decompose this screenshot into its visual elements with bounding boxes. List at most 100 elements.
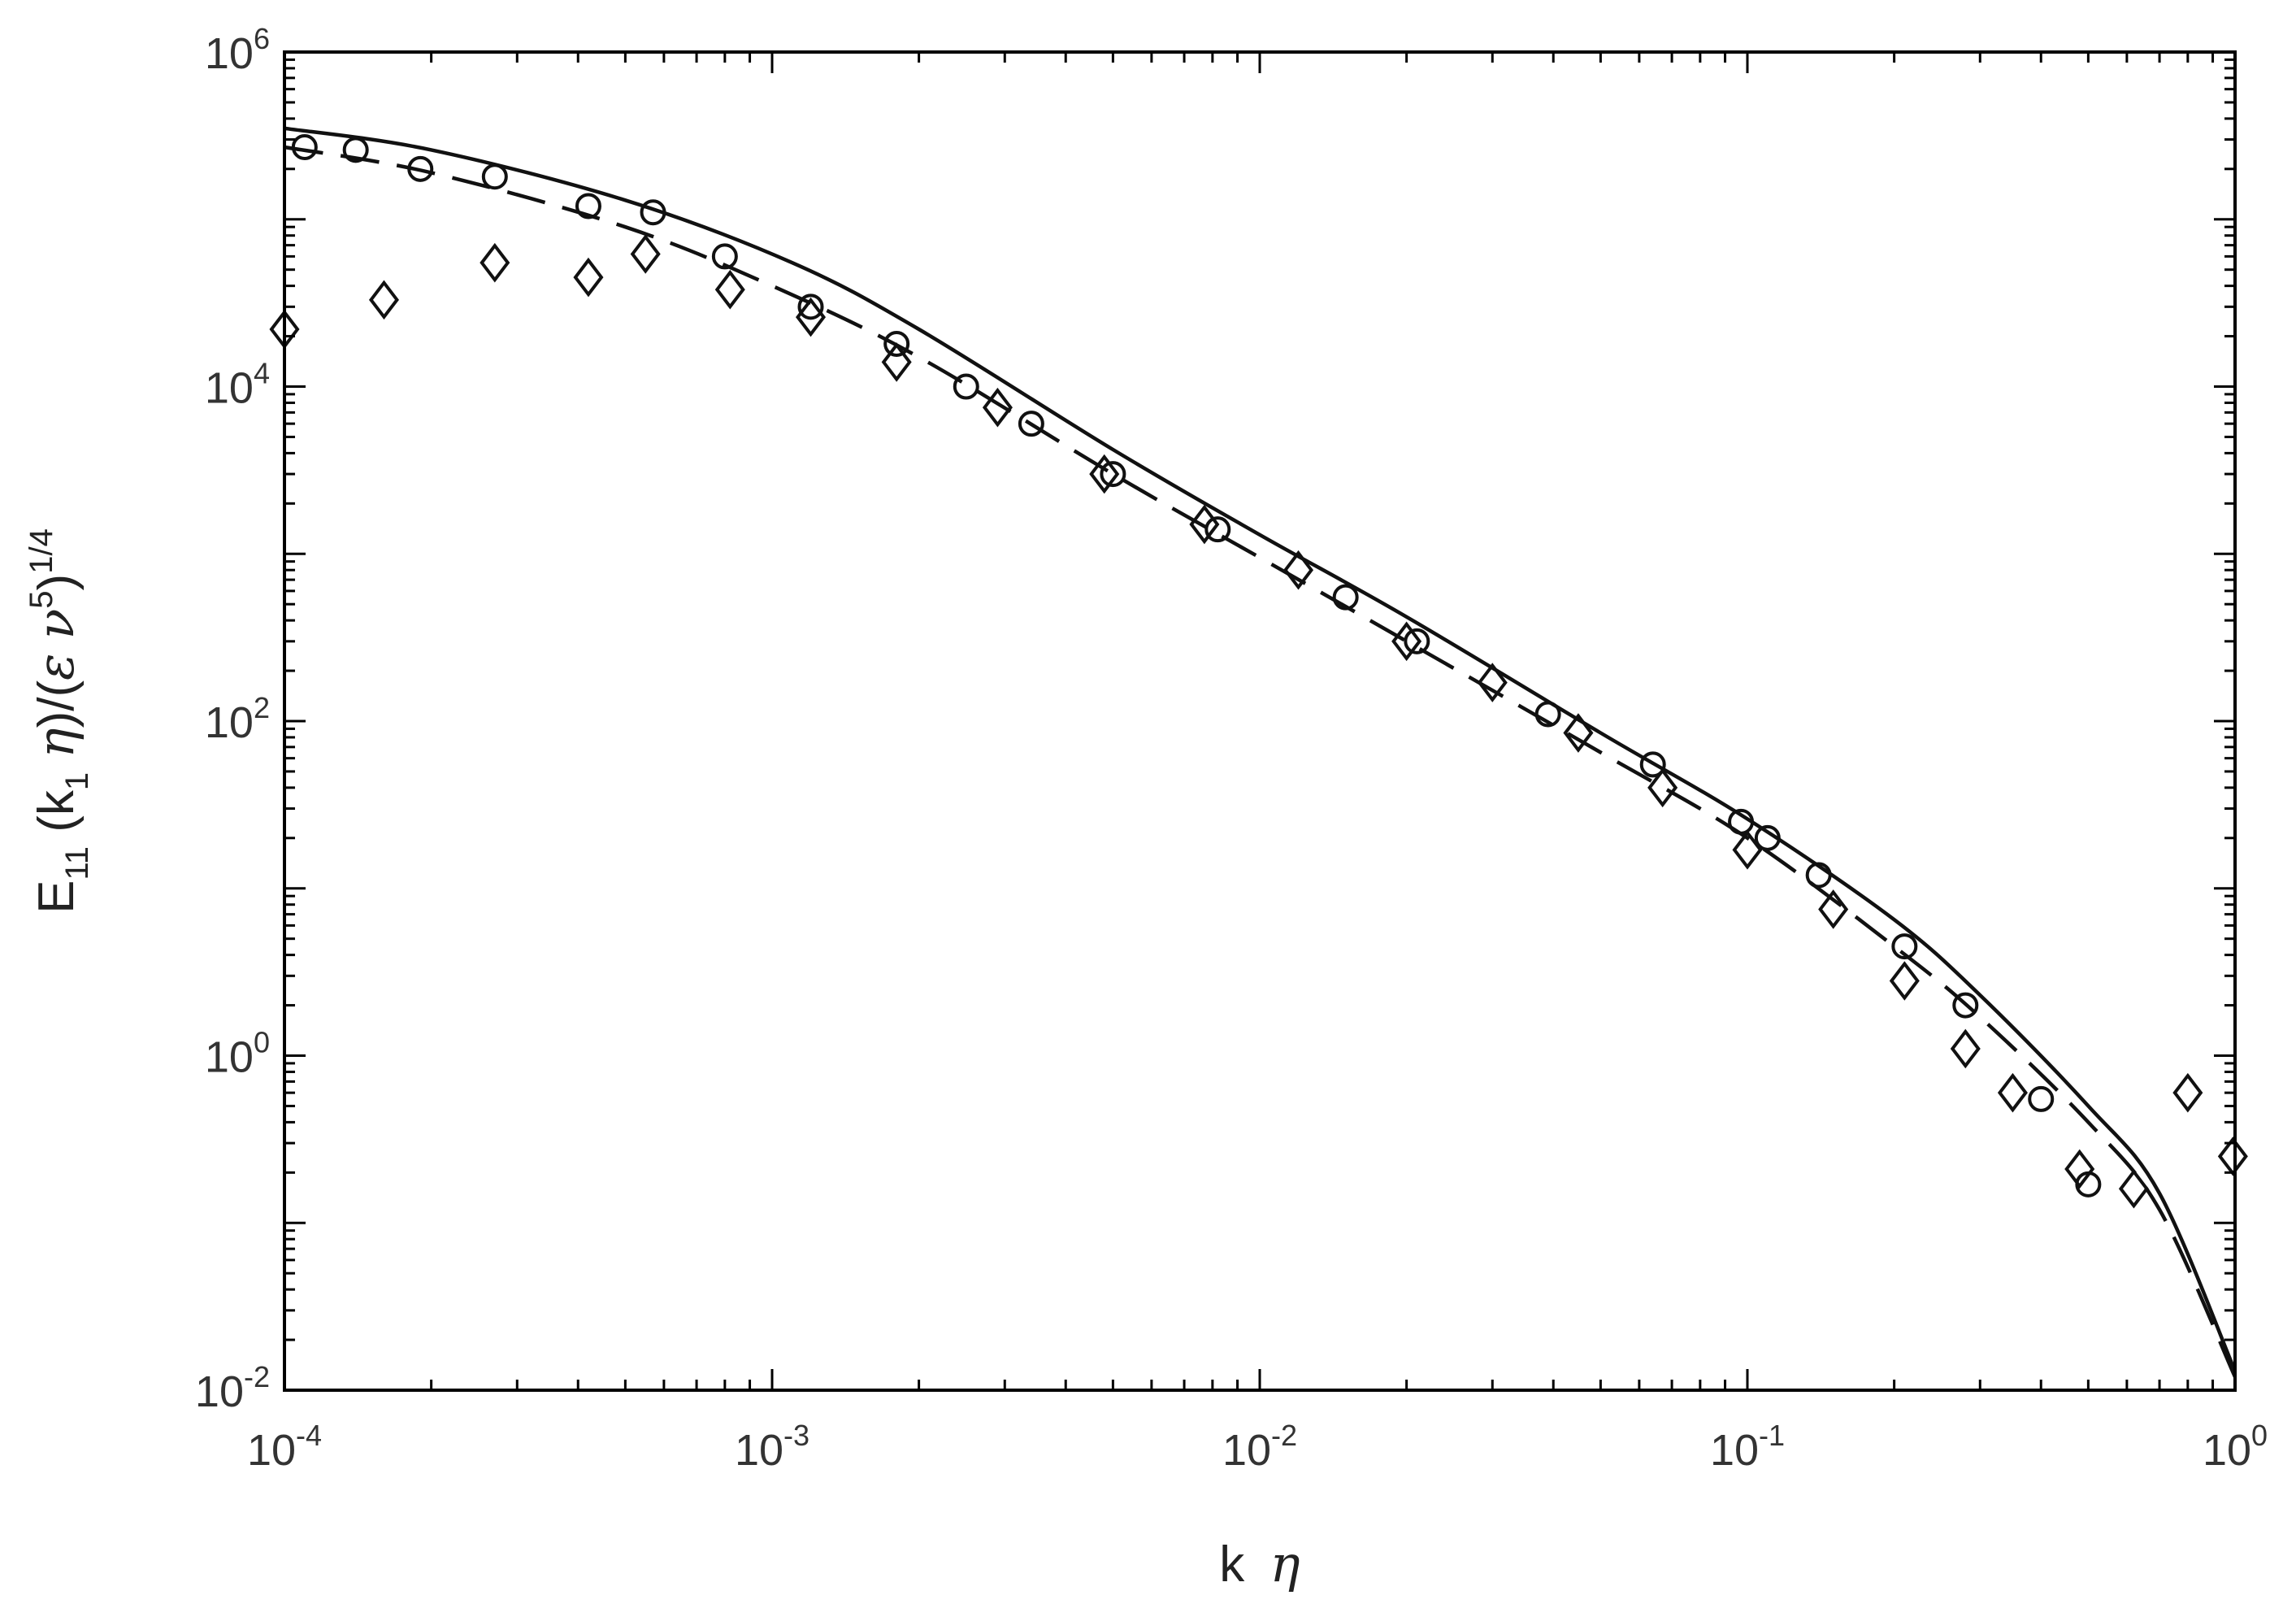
diamond-marker — [1950, 1028, 1981, 1069]
diamond-marker — [2064, 1149, 2095, 1189]
y-tick-label: 104 — [205, 357, 270, 413]
diamond-marker — [2172, 1072, 2203, 1113]
circle-marker — [575, 193, 601, 220]
diamond-marker — [1089, 454, 1120, 494]
y-axis-label-sub: 11 — [59, 846, 95, 880]
x-tick-label-exponent: -1 — [1759, 1419, 1785, 1452]
y-tick-label-base: 10 — [205, 1033, 254, 1082]
y-axis-label-greek: ν — [26, 609, 85, 640]
circle-marker — [1952, 992, 1979, 1019]
circle-marker — [1404, 628, 1430, 654]
circle-marker — [1204, 516, 1231, 543]
circle-marker — [291, 133, 318, 160]
circle-marker — [711, 243, 738, 270]
y-tick-label-base: 10 — [195, 1367, 244, 1416]
y-axis-label-part: ) — [28, 574, 85, 591]
x-axis-label: k η — [1219, 1534, 1300, 1593]
y-tick-label-base: 10 — [205, 364, 254, 413]
x-axis-label-greek: η — [1270, 1534, 1300, 1593]
y-axis-label-part: )/( — [28, 680, 85, 728]
circle-marker — [2028, 1085, 2055, 1112]
markers-layer — [269, 133, 2248, 1209]
y-tick-label: 106 — [205, 22, 270, 78]
y-tick-label: 100 — [205, 1026, 270, 1082]
diamond-marker — [2118, 1168, 2149, 1209]
y-tick-label-exponent: 6 — [254, 22, 270, 55]
diamond-marker — [1563, 713, 1594, 753]
x-tick-label-base: 10 — [247, 1426, 296, 1475]
circle-marker — [883, 330, 910, 357]
y-axis-label-part — [28, 639, 85, 653]
circle-marker — [1805, 862, 1832, 889]
circle-marker — [640, 199, 666, 226]
y-tick-label-exponent: 4 — [254, 357, 270, 390]
y-tick-label-exponent: 2 — [254, 691, 270, 724]
y-axis-label-sub: 1 — [59, 772, 95, 790]
y-tick-label-base: 10 — [205, 698, 254, 747]
y-tick-label-exponent: -2 — [244, 1360, 270, 1393]
diamond-marker — [630, 234, 661, 274]
circle-marker — [1891, 933, 1918, 960]
x-tick-label: 10-2 — [1222, 1419, 1297, 1475]
x-axis-label-main: k — [1219, 1537, 1245, 1593]
diamond-marker — [1997, 1072, 2028, 1113]
diamond-marker — [1283, 550, 1314, 590]
diamond-marker — [1189, 504, 1220, 545]
y-axis-label-part — [28, 759, 85, 772]
y-axis-label-part: E — [28, 880, 85, 913]
x-tick-label-exponent: -3 — [783, 1419, 809, 1452]
y-tick-label-base: 10 — [205, 29, 254, 78]
x-tick-label: 10-4 — [247, 1419, 322, 1475]
diamond-marker — [1647, 767, 1678, 808]
y-axis-label-group: E11 (k1 η)/(ε ν5)1/4 — [24, 528, 95, 914]
curves-layer — [284, 126, 2237, 1378]
x-tick-label: 100 — [2203, 1419, 2268, 1475]
circle-marker — [1534, 701, 1561, 728]
diamond-marker — [881, 342, 912, 382]
x-tick-label-exponent: -4 — [296, 1419, 322, 1452]
x-tick-label-base: 10 — [1222, 1426, 1271, 1475]
circle-marker — [953, 373, 979, 400]
circle-marker — [1100, 461, 1126, 488]
plot-frame — [283, 50, 2237, 1392]
circle-marker — [1754, 824, 1781, 851]
circle-marker — [1728, 808, 1755, 835]
y-tick-label: 102 — [205, 691, 270, 747]
diamond-marker — [368, 280, 399, 320]
y-tick-label-exponent: 0 — [254, 1026, 270, 1059]
circle-marker — [1639, 751, 1666, 778]
ticks-layer — [283, 50, 2237, 1392]
y-tick-label: 10-2 — [195, 1360, 270, 1416]
circle-marker — [481, 163, 508, 190]
diamond-marker — [1889, 961, 1920, 1001]
x-tick-label: 10-3 — [735, 1419, 809, 1475]
diamond-marker — [714, 269, 745, 310]
x-tick-label-base: 10 — [1710, 1426, 1759, 1475]
diamond-marker — [1818, 889, 1849, 929]
y-axis-label-part: (k — [28, 789, 85, 846]
circle-marker — [1332, 584, 1359, 611]
solid-curve — [284, 126, 2237, 1372]
y-axis-label-sup: 1/4 — [24, 528, 59, 574]
diamond-marker — [1732, 830, 1763, 870]
diamond-marker — [573, 257, 604, 298]
x-tick-label-base: 10 — [735, 1426, 783, 1475]
dashed-curve — [284, 145, 2237, 1378]
x-tick-label-exponent: -2 — [1271, 1419, 1297, 1452]
diamond-marker — [1391, 621, 1422, 662]
diamond-marker — [480, 242, 510, 283]
y-axis-label-sup: 5 — [24, 590, 59, 608]
x-tick-label-base: 10 — [2203, 1426, 2251, 1475]
diamond-marker — [795, 297, 827, 337]
circle-marker — [797, 293, 824, 320]
circle-marker — [1018, 411, 1044, 437]
y-axis-label-greek: ε — [26, 654, 85, 680]
circle-marker — [342, 137, 369, 163]
y-axis-label: E11 (k1 η)/(ε ν5)1/4 — [24, 528, 95, 914]
circle-marker — [407, 155, 434, 182]
y-axis-label-greek: η — [26, 728, 85, 758]
x-tick-label-exponent: 0 — [2251, 1419, 2268, 1452]
diamond-marker — [1477, 663, 1508, 702]
